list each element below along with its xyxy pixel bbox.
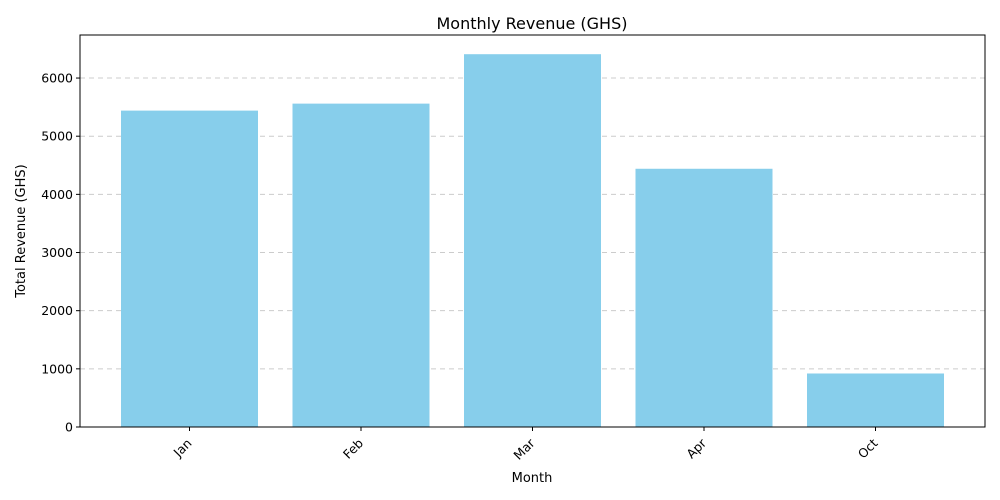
x-axis-label: Month — [512, 471, 553, 486]
bar-apr — [635, 168, 773, 427]
y-tick-label: 5000 — [41, 129, 73, 144]
bar-oct — [807, 373, 944, 427]
y-tick-label: 0 — [65, 420, 73, 435]
y-axis-label: Total Revenue (GHS) — [14, 164, 29, 299]
bars — [121, 54, 944, 428]
y-tick-label: 1000 — [41, 361, 73, 376]
y-tick-label: 6000 — [41, 71, 73, 86]
y-axis: 0 1000 2000 3000 4000 5000 6000 — [41, 71, 80, 435]
bar-feb — [292, 103, 430, 427]
bar-mar — [464, 54, 601, 428]
x-tick-label: Feb — [340, 435, 366, 461]
x-tick-label: Apr — [683, 435, 710, 462]
y-tick-label: 4000 — [41, 187, 73, 202]
y-tick-label: 2000 — [41, 303, 73, 318]
bar-jan — [121, 110, 258, 427]
x-axis: Jan Feb Mar Apr Oct — [170, 427, 881, 463]
x-tick-label: Mar — [510, 435, 538, 463]
chart-title: Monthly Revenue (GHS) — [437, 14, 628, 33]
x-tick-label: Jan — [170, 436, 195, 461]
x-tick-label: Oct — [855, 435, 881, 461]
y-tick-label: 3000 — [41, 245, 73, 260]
